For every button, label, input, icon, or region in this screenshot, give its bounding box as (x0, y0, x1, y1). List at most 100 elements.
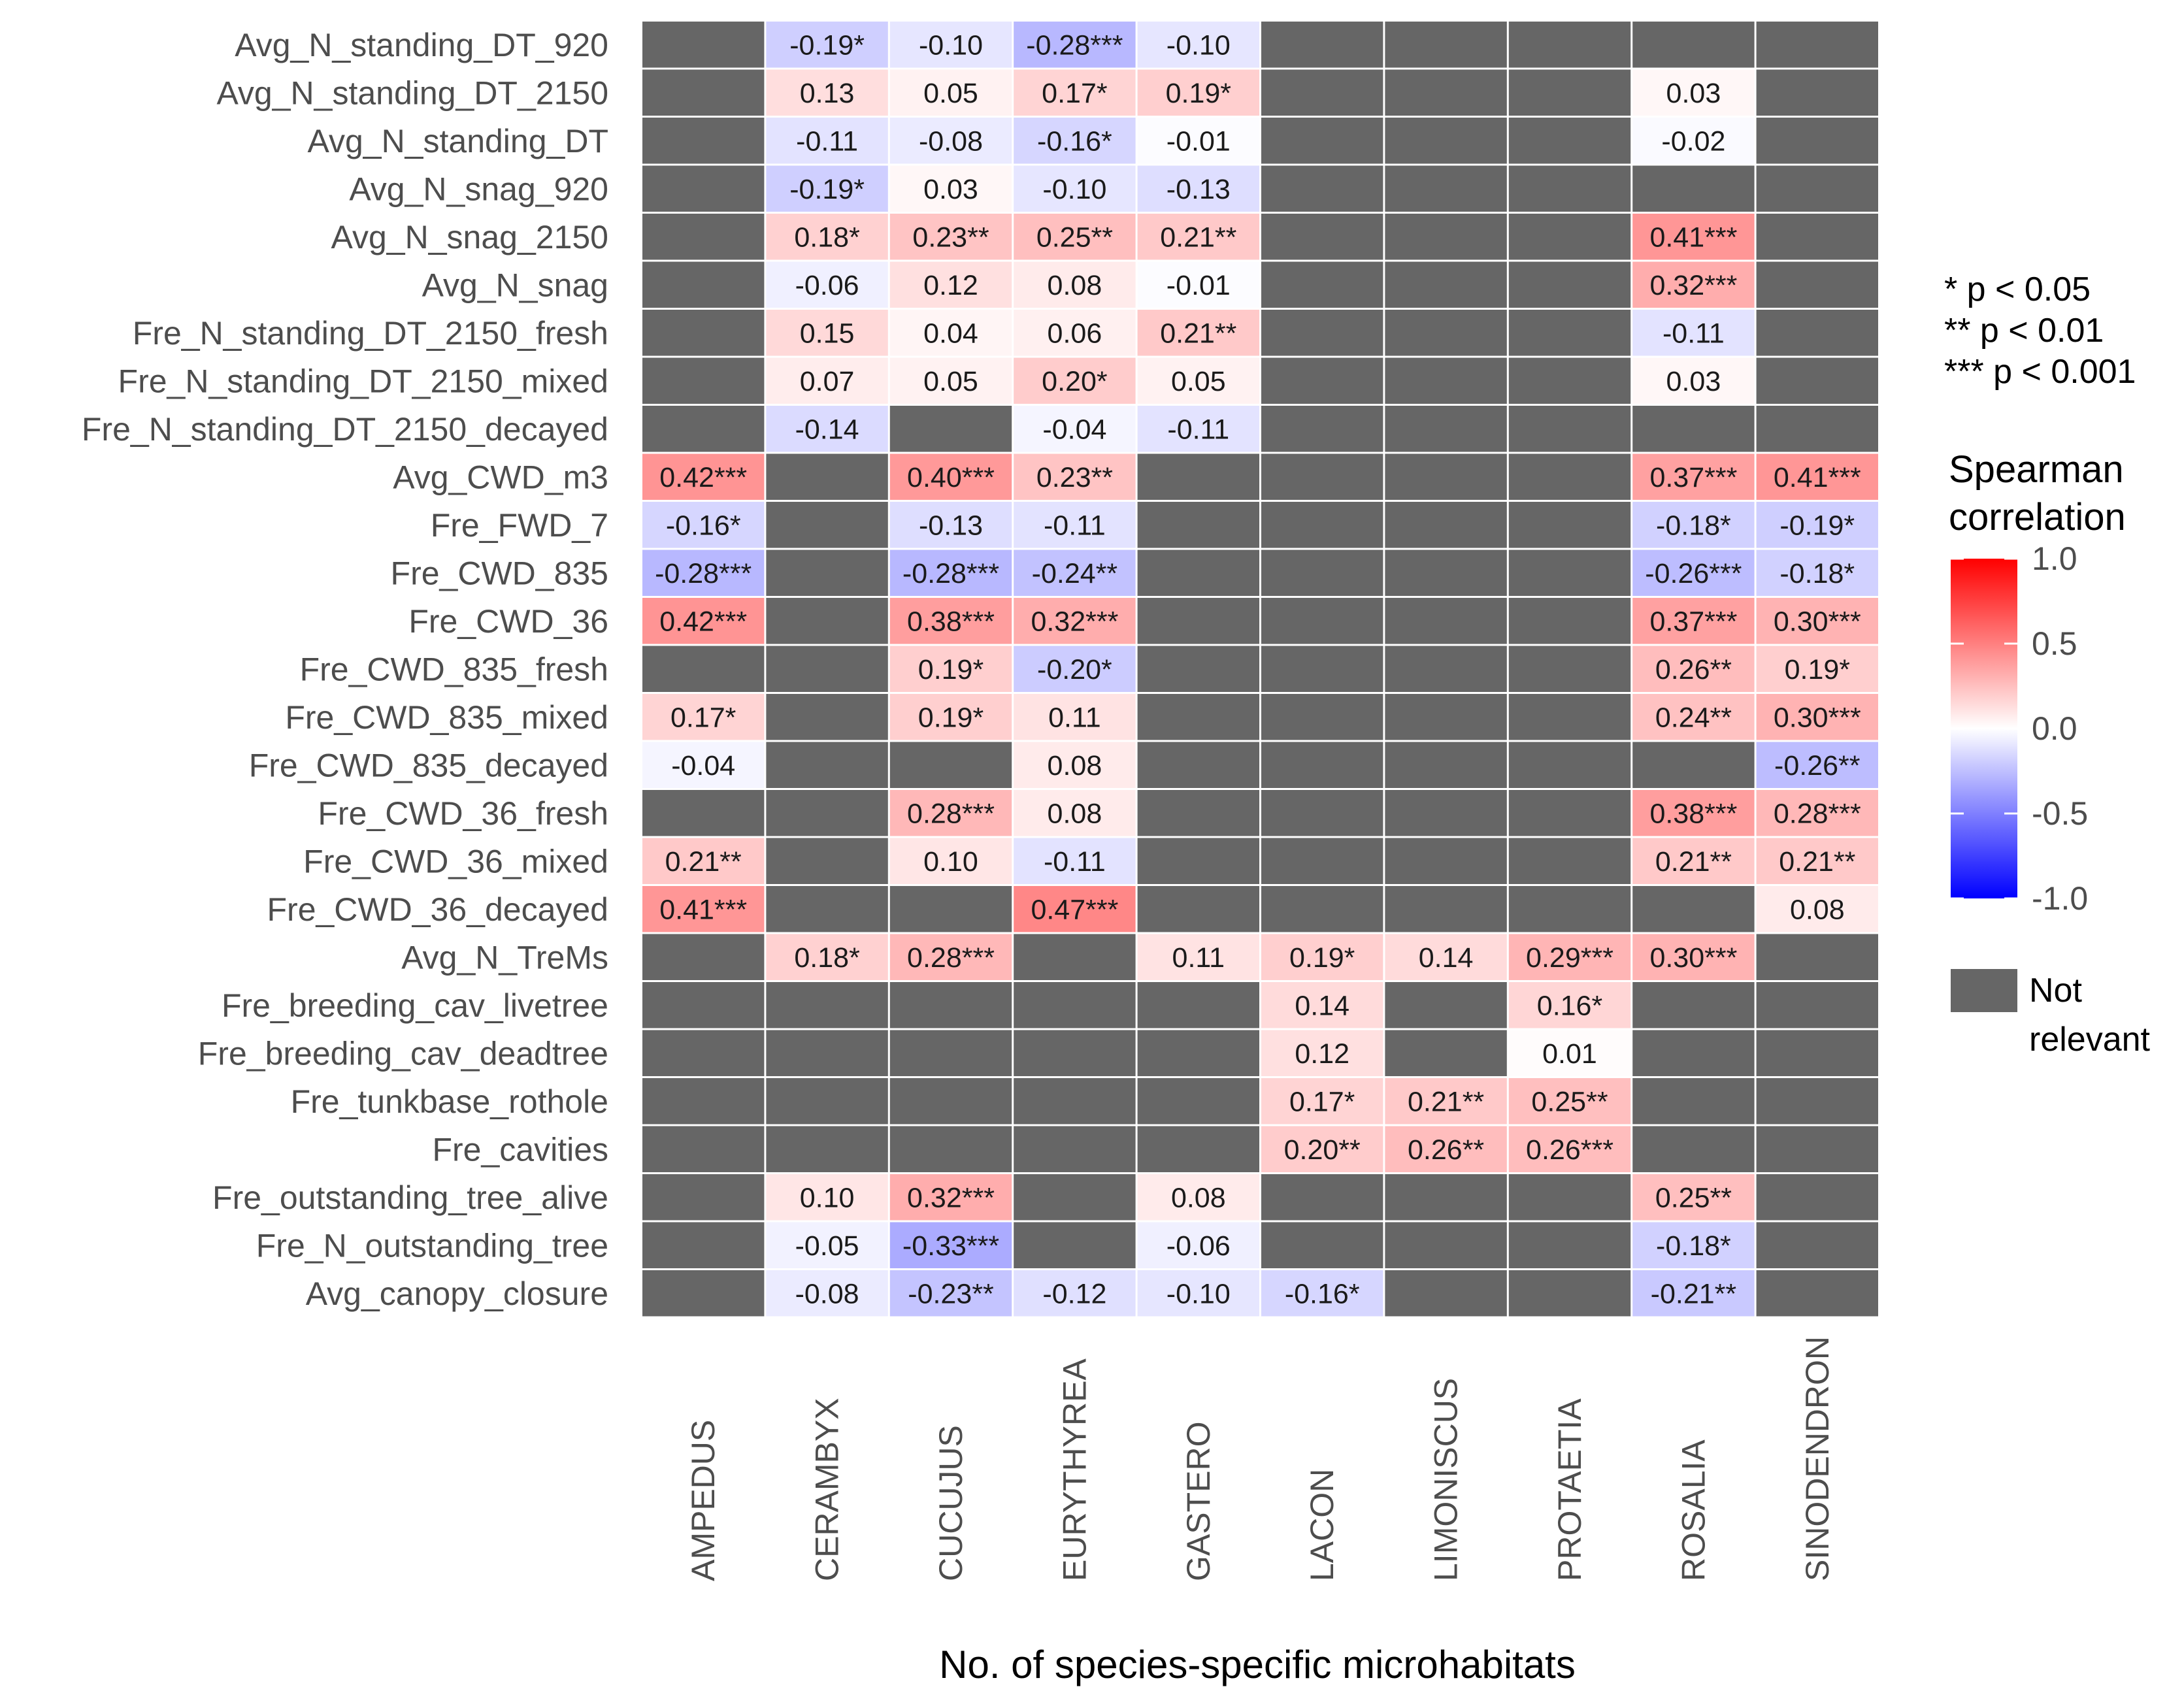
heatmap-cell-rect (1632, 982, 1755, 1028)
heatmap-cell: 0.06 (1014, 310, 1136, 356)
heatmap-cell-rect (1137, 69, 1259, 116)
heatmap-cell-rect (1385, 406, 1507, 452)
heatmap-cell (1385, 886, 1507, 932)
heatmap-cell (1261, 261, 1383, 308)
column-label-ampedus: AMPEDUS (685, 1420, 721, 1581)
heatmap-cell-rect (766, 886, 888, 932)
significance-legend-entry: * p < 0.05 (1944, 271, 2091, 308)
cell-value-label: 0.04 (923, 318, 978, 349)
heatmap-cell-rect (766, 790, 888, 836)
heatmap-cell (1508, 118, 1631, 164)
heatmap-cell (1508, 165, 1631, 212)
cell-value-label: 0.19* (918, 654, 984, 685)
heatmap-cell: 0.01 (1508, 1030, 1631, 1076)
heatmap-cell: 0.28*** (1756, 790, 1878, 836)
heatmap-cell-rect (1385, 165, 1507, 212)
heatmap-cell: -0.19* (766, 22, 888, 68)
cell-value-label: 0.29*** (1526, 942, 1613, 974)
heatmap-cell-rect (1756, 598, 1878, 644)
heatmap-cell: -0.19* (766, 165, 888, 212)
cell-value-label: 0.19* (1785, 654, 1851, 685)
column-label-rosalia: ROSALIA (1675, 1439, 1712, 1581)
cell-value-label: 0.05 (923, 78, 978, 109)
heatmap-cell-rect (1632, 22, 1755, 68)
heatmap-cell-rect (1385, 1030, 1507, 1076)
heatmap-cell-rect (1261, 69, 1383, 116)
heatmap-cell-rect (1756, 1270, 1878, 1317)
cell-value-label: 0.14 (1419, 942, 1474, 974)
heatmap-cell (1014, 1126, 1136, 1172)
heatmap-cell-rect (1508, 1126, 1631, 1172)
heatmap-cell-rect (1137, 790, 1259, 836)
colorbar-tick-label: 1.0 (2032, 540, 2077, 577)
heatmap-cell: 0.41*** (1756, 453, 1878, 500)
row-label-avg-n-trems: Avg_N_TreMs (401, 939, 608, 976)
cell-value-label: 0.20* (1042, 366, 1108, 397)
heatmap-cell (1385, 406, 1507, 452)
heatmap-cell (642, 1222, 765, 1268)
heatmap-cell-rect (1137, 742, 1259, 788)
heatmap-cell (1014, 1174, 1136, 1221)
cell-value-label: 0.03 (1666, 78, 1721, 109)
heatmap-cell-rect (1261, 646, 1383, 692)
heatmap-cell (1261, 694, 1383, 740)
heatmap-cell-rect (1632, 646, 1755, 692)
heatmap-cell-rect (1756, 406, 1878, 452)
heatmap-cell (1261, 357, 1383, 404)
heatmap-cell (1014, 1222, 1136, 1268)
heatmap-cell (1385, 1030, 1507, 1076)
heatmap-cell-rect (889, 550, 1012, 596)
heatmap-cell (642, 165, 765, 212)
heatmap-cell-rect (1261, 453, 1383, 500)
heatmap-cell (642, 22, 765, 68)
cell-value-label: 0.12 (923, 270, 978, 301)
cell-value-label: -0.06 (1166, 1230, 1231, 1262)
heatmap-cell-rect (766, 118, 888, 164)
heatmap-cell-rect (1014, 742, 1136, 788)
cell-value-label: 0.01 (1542, 1038, 1597, 1070)
heatmap-cell-rect (1632, 1174, 1755, 1221)
heatmap-cell-rect (766, 261, 888, 308)
heatmap-cell: -0.24** (1014, 550, 1136, 596)
row-label-fre-n-standing-dt-2150-decayed: Fre_N_standing_DT_2150_decayed (82, 411, 608, 448)
heatmap-cell: -0.06 (766, 261, 888, 308)
heatmap-cell-rect (1385, 1174, 1507, 1221)
cell-value-label: -0.26*** (1645, 558, 1742, 589)
heatmap-cell (1385, 502, 1507, 548)
heatmap-cell-rect (1261, 550, 1383, 596)
heatmap-cell-rect (1385, 790, 1507, 836)
heatmap-cell-rect (1137, 982, 1259, 1028)
heatmap-cell (766, 982, 888, 1028)
heatmap-cell: 0.10 (889, 838, 1012, 884)
heatmap-cell-rect (1632, 742, 1755, 788)
cell-value-label: 0.08 (1048, 798, 1102, 829)
row-label-fre-cwd-36-decayed: Fre_CWD_36_decayed (267, 891, 609, 928)
heatmap-cell (1632, 1030, 1755, 1076)
heatmap-cell-rect (1756, 118, 1878, 164)
heatmap-cell: -0.26*** (1632, 550, 1755, 596)
heatmap-cell-rect (1137, 1174, 1259, 1221)
heatmap-cell-rect (889, 22, 1012, 68)
heatmap-cell-rect (1508, 22, 1631, 68)
heatmap-cell (1261, 165, 1383, 212)
heatmap-cell-rect (766, 1126, 888, 1172)
heatmap-cell-rect (1385, 742, 1507, 788)
heatmap-cell-rect (1508, 118, 1631, 164)
heatmap-cell-rect (889, 1270, 1012, 1317)
heatmap-cell-rect (1137, 357, 1259, 404)
heatmap-cell-rect (1014, 886, 1136, 932)
cell-value-label: -0.24** (1032, 558, 1118, 589)
heatmap-cell-rect (766, 406, 888, 452)
heatmap-cell (1014, 1030, 1136, 1076)
heatmap-cell-rect (1756, 742, 1878, 788)
heatmap-cell (1508, 406, 1631, 452)
heatmap-cell (642, 310, 765, 356)
heatmap-cell (1014, 982, 1136, 1028)
heatmap-cell-rect (1137, 310, 1259, 356)
heatmap-cell-rect (1261, 982, 1383, 1028)
heatmap-cell: 0.03 (1632, 69, 1755, 116)
cell-value-label: -0.05 (795, 1230, 859, 1262)
cell-value-label: 0.30*** (1774, 702, 1861, 733)
heatmap-cell-rect (1385, 357, 1507, 404)
heatmap-cell (1137, 453, 1259, 500)
